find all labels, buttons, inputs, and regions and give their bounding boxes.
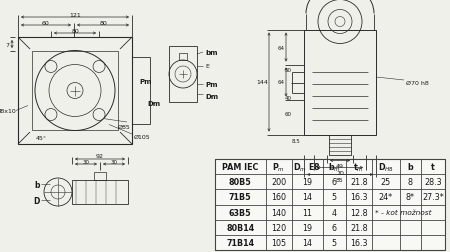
Text: 63B5: 63B5 bbox=[229, 208, 252, 217]
Text: 80: 80 bbox=[99, 20, 107, 25]
Bar bbox=[329, 135, 351, 155]
Text: D$_{H8}$: D$_{H8}$ bbox=[378, 161, 394, 173]
Text: 121: 121 bbox=[69, 12, 81, 17]
Text: 16.3: 16.3 bbox=[350, 238, 368, 247]
Text: 5: 5 bbox=[332, 238, 337, 247]
Text: 28.3: 28.3 bbox=[424, 178, 441, 186]
Text: Dm: Dm bbox=[205, 94, 218, 100]
Text: 70: 70 bbox=[336, 170, 344, 175]
Text: 11: 11 bbox=[302, 208, 312, 217]
Text: E: E bbox=[205, 64, 209, 69]
Text: 45°: 45° bbox=[36, 136, 47, 141]
Text: Pm: Pm bbox=[205, 82, 217, 88]
Text: 24*: 24* bbox=[379, 193, 393, 202]
Text: Ø105: Ø105 bbox=[134, 134, 151, 139]
Text: b: b bbox=[407, 163, 413, 171]
Bar bbox=[72, 180, 128, 204]
Text: b: b bbox=[35, 180, 40, 189]
Text: 12.8: 12.8 bbox=[350, 208, 368, 217]
Text: 80B14: 80B14 bbox=[226, 223, 254, 232]
Text: 49: 49 bbox=[336, 163, 344, 168]
Text: 40: 40 bbox=[284, 96, 292, 101]
Text: 160: 160 bbox=[271, 193, 286, 202]
Bar bbox=[132, 58, 150, 124]
Text: M8x10: M8x10 bbox=[0, 109, 16, 114]
Text: 21.8: 21.8 bbox=[350, 223, 368, 232]
Text: 80B5: 80B5 bbox=[229, 178, 252, 186]
Text: 6: 6 bbox=[332, 223, 337, 232]
Text: D$_m$ E8: D$_m$ E8 bbox=[293, 161, 321, 173]
Text: 6: 6 bbox=[332, 178, 337, 186]
Text: PAM IEC: PAM IEC bbox=[222, 163, 258, 171]
Text: Dm: Dm bbox=[148, 100, 161, 106]
Text: 19: 19 bbox=[302, 178, 312, 186]
Text: 8: 8 bbox=[408, 178, 413, 186]
Text: 30: 30 bbox=[82, 159, 90, 164]
Text: 4: 4 bbox=[332, 208, 337, 217]
Text: P$_m$: P$_m$ bbox=[272, 161, 285, 173]
Text: D: D bbox=[34, 196, 40, 205]
Text: 200: 200 bbox=[271, 178, 286, 186]
Text: 19: 19 bbox=[302, 223, 312, 232]
Text: 30: 30 bbox=[111, 159, 117, 164]
Text: 120: 120 bbox=[271, 223, 286, 232]
Bar bbox=[94, 172, 106, 180]
Text: 105: 105 bbox=[271, 238, 286, 247]
Text: 25: 25 bbox=[381, 178, 391, 186]
Text: 14: 14 bbox=[302, 238, 312, 247]
Text: t$_m$: t$_m$ bbox=[353, 161, 364, 173]
Text: 144: 144 bbox=[256, 80, 268, 85]
Text: 64: 64 bbox=[278, 80, 284, 85]
Text: 92: 92 bbox=[96, 154, 104, 159]
Text: 140: 140 bbox=[271, 208, 286, 217]
Text: 7: 7 bbox=[5, 42, 9, 47]
Text: 71B14: 71B14 bbox=[226, 238, 254, 247]
Text: 80: 80 bbox=[71, 28, 79, 33]
Text: 50: 50 bbox=[284, 68, 292, 73]
Text: Pm: Pm bbox=[140, 78, 152, 84]
Text: 8*: 8* bbox=[405, 193, 414, 202]
Text: 85: 85 bbox=[336, 177, 344, 182]
Bar bbox=[18, 38, 132, 144]
Text: * - kot možnost: * - kot možnost bbox=[375, 209, 431, 215]
Bar bbox=[304, 30, 376, 135]
Text: 27.3*: 27.3* bbox=[422, 193, 444, 202]
Text: 21.8: 21.8 bbox=[350, 178, 368, 186]
Bar bbox=[169, 47, 197, 103]
Text: 14: 14 bbox=[302, 193, 312, 202]
Text: 60: 60 bbox=[42, 20, 50, 25]
Bar bbox=[179, 54, 187, 61]
Text: 8.5: 8.5 bbox=[292, 138, 301, 143]
Text: 64: 64 bbox=[278, 45, 284, 50]
Bar bbox=[32, 52, 118, 131]
Text: Ø70 h8: Ø70 h8 bbox=[406, 80, 429, 85]
Text: 5: 5 bbox=[332, 193, 337, 202]
Text: Ø85: Ø85 bbox=[117, 124, 130, 129]
Text: b$_m$: b$_m$ bbox=[328, 161, 341, 173]
Bar bbox=[215, 159, 445, 250]
Text: bm: bm bbox=[205, 50, 217, 56]
Text: 71B5: 71B5 bbox=[229, 193, 252, 202]
Text: 16.3: 16.3 bbox=[350, 193, 368, 202]
Text: t: t bbox=[431, 163, 435, 171]
Text: 60: 60 bbox=[284, 112, 292, 116]
